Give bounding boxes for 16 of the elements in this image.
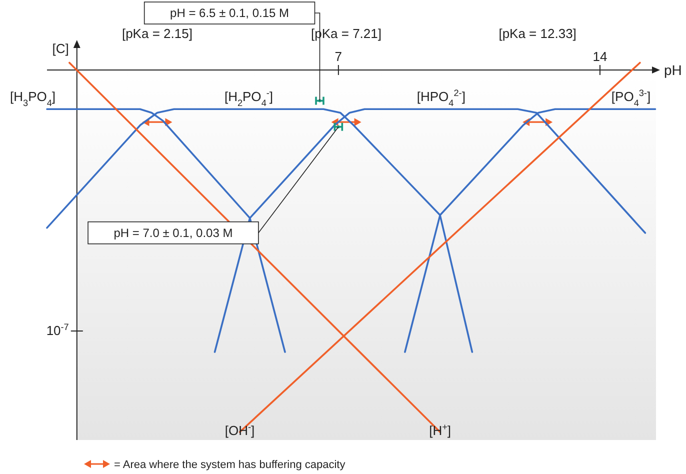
series-label: [HPO$_{4}$$^{2-}$] [416,88,466,108]
series-label: [H$_{2}$PO$_{4}$$^{-}$] [224,88,274,108]
series-label: [PO$_{4}$$^{3-}$] [611,88,651,108]
x-tick-label: 14 [592,49,608,64]
text: pH = 6.5 ± 0.1, 0.15 M [170,6,290,20]
series-label: [OH$^{-}$] [224,422,255,438]
x2-tick-label: [pKa = 2.15] [122,26,192,41]
annotation: 10$^{-7}$ [46,322,69,338]
text: = Area where the system has buffering capacity [114,459,346,471]
series-label: [H$^{+}$] [429,422,452,438]
y-axis-title: [C] [52,41,69,56]
annotation: pH = 7.0 ± 0.1, 0.03 M [114,226,233,240]
series-label: [H$_{3}$PO$_{4}$] [10,89,56,108]
x2-tick-label: [pKa = 12.33] [498,26,576,41]
x-axis-title: pH [664,62,682,78]
x-tick-label: 7 [334,49,342,64]
